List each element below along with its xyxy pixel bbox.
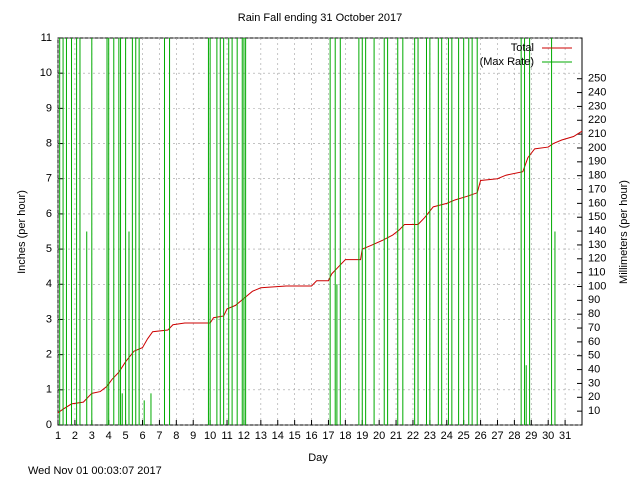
x-tick-label: 2 (72, 430, 78, 442)
x-tick-label: 3 (89, 430, 95, 442)
y-tick-label: 9 (46, 102, 52, 114)
y2-tick-label: 160 (588, 197, 606, 209)
x-tick-label: 23 (424, 430, 436, 442)
legend-label: Total (511, 42, 534, 54)
y2-tick-label: 170 (588, 183, 606, 195)
y2-tick-label: 250 (588, 73, 606, 85)
y2-tick-label: 90 (588, 294, 600, 306)
y2-tick-label: 80 (588, 308, 600, 320)
y-tick-label: 5 (46, 243, 52, 255)
y-tick-label: 0 (46, 419, 52, 431)
y2-tick-label: 220 (588, 114, 606, 126)
x-tick-label: 9 (190, 430, 196, 442)
y2-tick-label: 110 (588, 267, 606, 279)
x-tick-label: 20 (373, 430, 385, 442)
x-tick-label: 17 (322, 430, 334, 442)
y2-tick-label: 20 (588, 391, 600, 403)
chart-title: Rain Fall ending 31 October 2017 (238, 12, 403, 24)
x-tick-label: 10 (204, 430, 216, 442)
y2-tick-label: 230 (588, 100, 606, 112)
y2-tick-label: 240 (588, 86, 606, 98)
y2-tick-label: 50 (588, 350, 600, 362)
x-tick-label: 15 (289, 430, 301, 442)
total-line (57, 130, 583, 414)
y-tick-label: 7 (46, 173, 52, 185)
y2-axis-label: Millimeters (per hour) (618, 180, 630, 284)
x-tick-label: 30 (542, 430, 554, 442)
timestamp: Wed Nov 01 00:03:07 2017 (28, 465, 162, 477)
x-tick-label: 19 (356, 430, 368, 442)
y2-tick-label: 10 (588, 405, 600, 417)
y2-tick-label: 40 (588, 364, 600, 376)
x-tick-label: 6 (139, 430, 145, 442)
y2-tick-label: 100 (588, 280, 606, 292)
legend-label: (Max Rate) (480, 56, 534, 68)
x-tick-label: 8 (173, 430, 179, 442)
x-tick-label: 29 (525, 430, 537, 442)
x-tick-label: 1 (55, 430, 61, 442)
y2-tick-label: 200 (588, 142, 606, 154)
y-tick-label: 10 (40, 67, 52, 79)
y-tick-label: 11 (41, 32, 52, 44)
x-tick-label: 31 (559, 430, 571, 442)
y-tick-label: 3 (46, 313, 52, 325)
x-tick-label: 7 (156, 430, 162, 442)
x-tick-label: 14 (272, 430, 284, 442)
x-tick-label: 16 (305, 430, 317, 442)
y2-tick-label: 150 (588, 211, 606, 223)
x-tick-label: 28 (508, 430, 520, 442)
y-tick-label: 1 (46, 384, 52, 396)
x-tick-label: 22 (407, 430, 419, 442)
x-tick-label: 11 (221, 430, 232, 442)
x-tick-label: 24 (441, 430, 453, 442)
x-tick-label: 5 (123, 430, 129, 442)
y2-tick-label: 140 (588, 225, 606, 237)
y2-tick-label: 210 (588, 128, 606, 140)
x-tick-label: 13 (255, 430, 267, 442)
y2-tick-label: 130 (588, 239, 606, 251)
y2-tick-label: 120 (588, 253, 606, 265)
x-tick-label: 12 (238, 430, 250, 442)
plot-frame (57, 37, 583, 426)
x-axis-label: Day (308, 452, 328, 464)
y-tick-label: 6 (46, 208, 52, 220)
y-tick-label: 8 (46, 137, 52, 149)
y-axis-label: Inches (per hour) (16, 190, 28, 274)
y2-tick-label: 180 (588, 170, 606, 182)
y2-tick-label: 60 (588, 336, 600, 348)
x-tick-label: 4 (106, 430, 112, 442)
y2-tick-label: 30 (588, 377, 600, 389)
y-tick-label: 4 (46, 278, 52, 290)
y2-tick-label: 190 (588, 156, 606, 168)
x-tick-label: 18 (339, 430, 351, 442)
y2-tick-label: 70 (588, 322, 600, 334)
x-tick-label: 27 (491, 430, 503, 442)
x-tick-label: 26 (474, 430, 486, 442)
x-tick-label: 25 (458, 430, 470, 442)
x-tick-label: 21 (390, 430, 402, 442)
y-tick-label: 2 (46, 349, 52, 361)
